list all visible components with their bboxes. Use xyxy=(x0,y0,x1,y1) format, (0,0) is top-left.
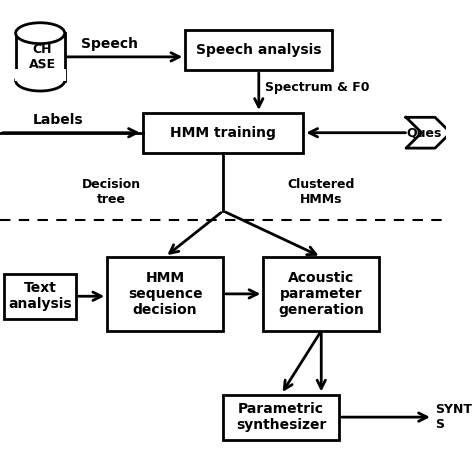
Polygon shape xyxy=(406,118,451,148)
Text: HMM
sequence
decision: HMM sequence decision xyxy=(128,271,202,317)
Text: SYNT
S: SYNT S xyxy=(435,403,472,431)
FancyBboxPatch shape xyxy=(185,30,332,70)
FancyBboxPatch shape xyxy=(143,113,303,153)
FancyBboxPatch shape xyxy=(15,69,65,81)
Text: Decision
tree: Decision tree xyxy=(82,178,141,206)
FancyBboxPatch shape xyxy=(263,257,379,331)
Ellipse shape xyxy=(16,23,64,44)
Text: CH
ASE: CH ASE xyxy=(29,43,56,71)
FancyBboxPatch shape xyxy=(16,33,64,81)
Text: Text
analysis: Text analysis xyxy=(9,281,72,311)
Text: Spectrum & F0: Spectrum & F0 xyxy=(265,81,370,94)
Text: Speech analysis: Speech analysis xyxy=(196,43,321,57)
Text: Clustered
HMMs: Clustered HMMs xyxy=(288,178,355,206)
Text: HMM training: HMM training xyxy=(170,126,276,140)
FancyBboxPatch shape xyxy=(107,257,223,331)
Text: Acoustic
parameter
generation: Acoustic parameter generation xyxy=(278,271,364,317)
Text: Speech: Speech xyxy=(81,36,138,51)
FancyBboxPatch shape xyxy=(4,274,76,319)
Text: Ques: Ques xyxy=(406,126,442,139)
Text: Labels: Labels xyxy=(33,113,83,127)
Ellipse shape xyxy=(16,70,64,91)
Text: Parametric
synthesizer: Parametric synthesizer xyxy=(236,402,326,432)
FancyBboxPatch shape xyxy=(223,394,339,440)
